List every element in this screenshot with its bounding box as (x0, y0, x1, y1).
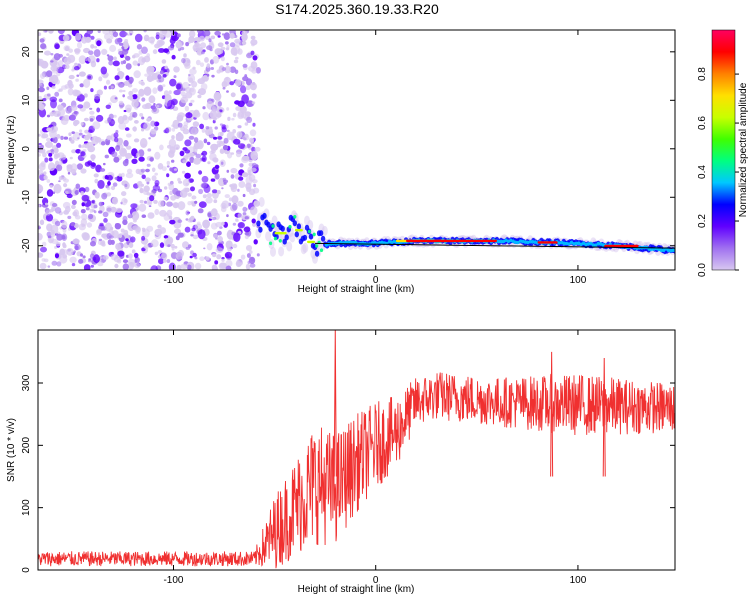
snr-spike (602, 358, 606, 477)
snr-line (38, 372, 675, 569)
snr-panel: -100 0 100 0 100 200 300 Height of straight li… (6, 329, 676, 595)
spectrogram-ylabel: Frequency (Hz) (6, 116, 17, 185)
snr-ytick-label: 0 (21, 567, 32, 573)
spectrogram-ytick-label: -20 (21, 238, 32, 253)
spectrogram-ytick-label: -10 (21, 190, 32, 205)
spectrogram-xtick-label: -100 (163, 275, 183, 286)
spectrogram-xlabel: Height of straight line (km) (298, 284, 415, 295)
colorbar-tick-label: 0.8 (697, 67, 708, 81)
snr-ytick-label: 200 (21, 437, 32, 454)
colorbar-ticks: 0.0 0.2 0.4 0.6 0.8 (697, 67, 739, 277)
noise-speckle (38, 30, 261, 270)
spectrogram-frame (37, 29, 676, 271)
signal-trace (255, 197, 675, 264)
spectrogram-ytick-label: 10 (21, 94, 32, 106)
colorbar-gradient (711, 29, 736, 271)
snr-plot-area (38, 330, 675, 569)
colorbar-tick-label: 0.6 (697, 116, 708, 130)
colorbar-label: Normalized spectral amplitude (738, 82, 749, 217)
snr-spike (333, 330, 337, 477)
colorbar-tick-label: 0.2 (697, 214, 708, 228)
snr-xtick-label: 100 (570, 575, 587, 586)
snr-ytick-label: 100 (21, 499, 32, 516)
snr-spike (550, 351, 554, 477)
spectrogram-ytick-label: 0 (21, 146, 32, 152)
snr-ylabel: SNR (10 * v/v) (6, 418, 17, 482)
snr-xtick-label: 0 (373, 575, 379, 586)
spectrogram-image (38, 30, 675, 270)
colorbar: 0.0 0.2 0.4 0.6 0.8 Normalized spectral ampl… (697, 29, 749, 277)
snr-xtick-label: -100 (163, 575, 183, 586)
colorbar-tick-label: 0.0 (697, 263, 708, 277)
colorbar-tick-label: 0.4 (697, 165, 708, 179)
snr-ticks: -100 0 100 0 100 200 300 (21, 330, 675, 586)
figure-title: S174.2025.360.19.33.R20 (275, 1, 439, 17)
trend-line (315, 242, 675, 249)
spectrogram-xtick-label: 0 (373, 275, 379, 286)
snr-xlabel: Height of straight line (km) (298, 584, 415, 595)
spectrogram-ytick-label: 20 (21, 46, 32, 58)
snr-frame (37, 329, 676, 571)
spectrogram-xtick-label: 100 (570, 275, 587, 286)
snr-ytick-label: 300 (21, 374, 32, 391)
